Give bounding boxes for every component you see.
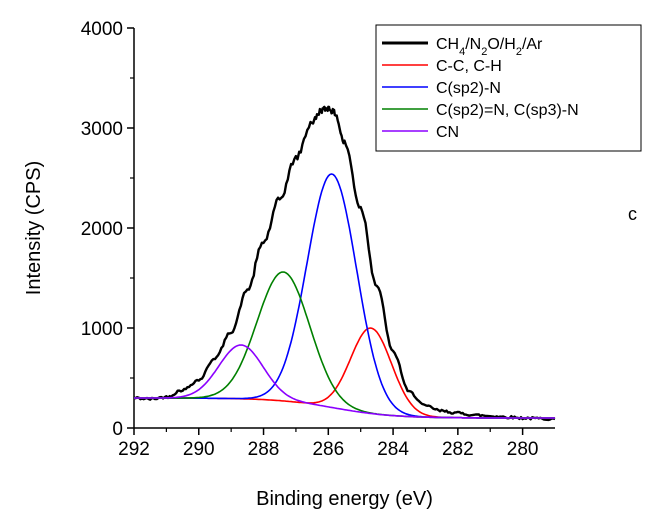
x-tick-label: 282 [442,439,474,460]
x-tick-label: 290 [183,439,215,460]
y-tick-label: 0 [112,419,123,440]
series-line-4 [134,344,555,419]
legend-label: CH4/N2O/H2/Ar [436,36,543,58]
legend-label-part: O/H [487,36,515,53]
x-axis-title: Binding energy (eV) [256,488,433,510]
series-line-3 [134,271,555,419]
legend-label-part: /N [465,36,481,53]
y-tick-label: 1000 [81,319,123,340]
legend-label-part: /Ar [522,36,543,53]
legend-label-part: 2 [516,46,522,58]
series-line-1 [134,327,555,419]
x-tick-label: 288 [248,439,280,460]
x-tick-label: 286 [312,439,344,460]
series-line-0 [133,105,556,422]
y-axis-title: Intensity (CPS) [23,161,45,295]
legend-label: C-C, C-H [436,58,502,75]
y-tick-label: 3000 [81,119,123,140]
legend-label-part: CH [436,36,459,53]
x-tick-label: 284 [377,439,409,460]
legend-label: C(sp2)=N, C(sp3)-N [436,102,579,119]
y-ticks: 0 1000 2000 3000 4000 [81,19,134,440]
legend-box [375,24,642,152]
x-tick-label: 292 [118,439,150,460]
x-ticks: 292 290 288 286 284 282 280 [118,428,538,460]
y-tick-label: 4000 [81,19,123,40]
legend-label: CN [436,124,459,141]
y-tick-label: 2000 [81,219,123,240]
series-curves [133,105,556,422]
series-line-2 [134,173,555,419]
x-tick-label: 280 [507,439,539,460]
legend-label: C(sp2)-N [436,80,501,97]
legend-label-part: 2 [481,46,487,58]
legend-label-part: 4 [459,46,465,58]
legend: CH4/N2O/H2/ArC-C, C-HC(sp2)-NC(sp2)=N, C… [375,24,642,152]
panel-label: c [628,204,637,224]
